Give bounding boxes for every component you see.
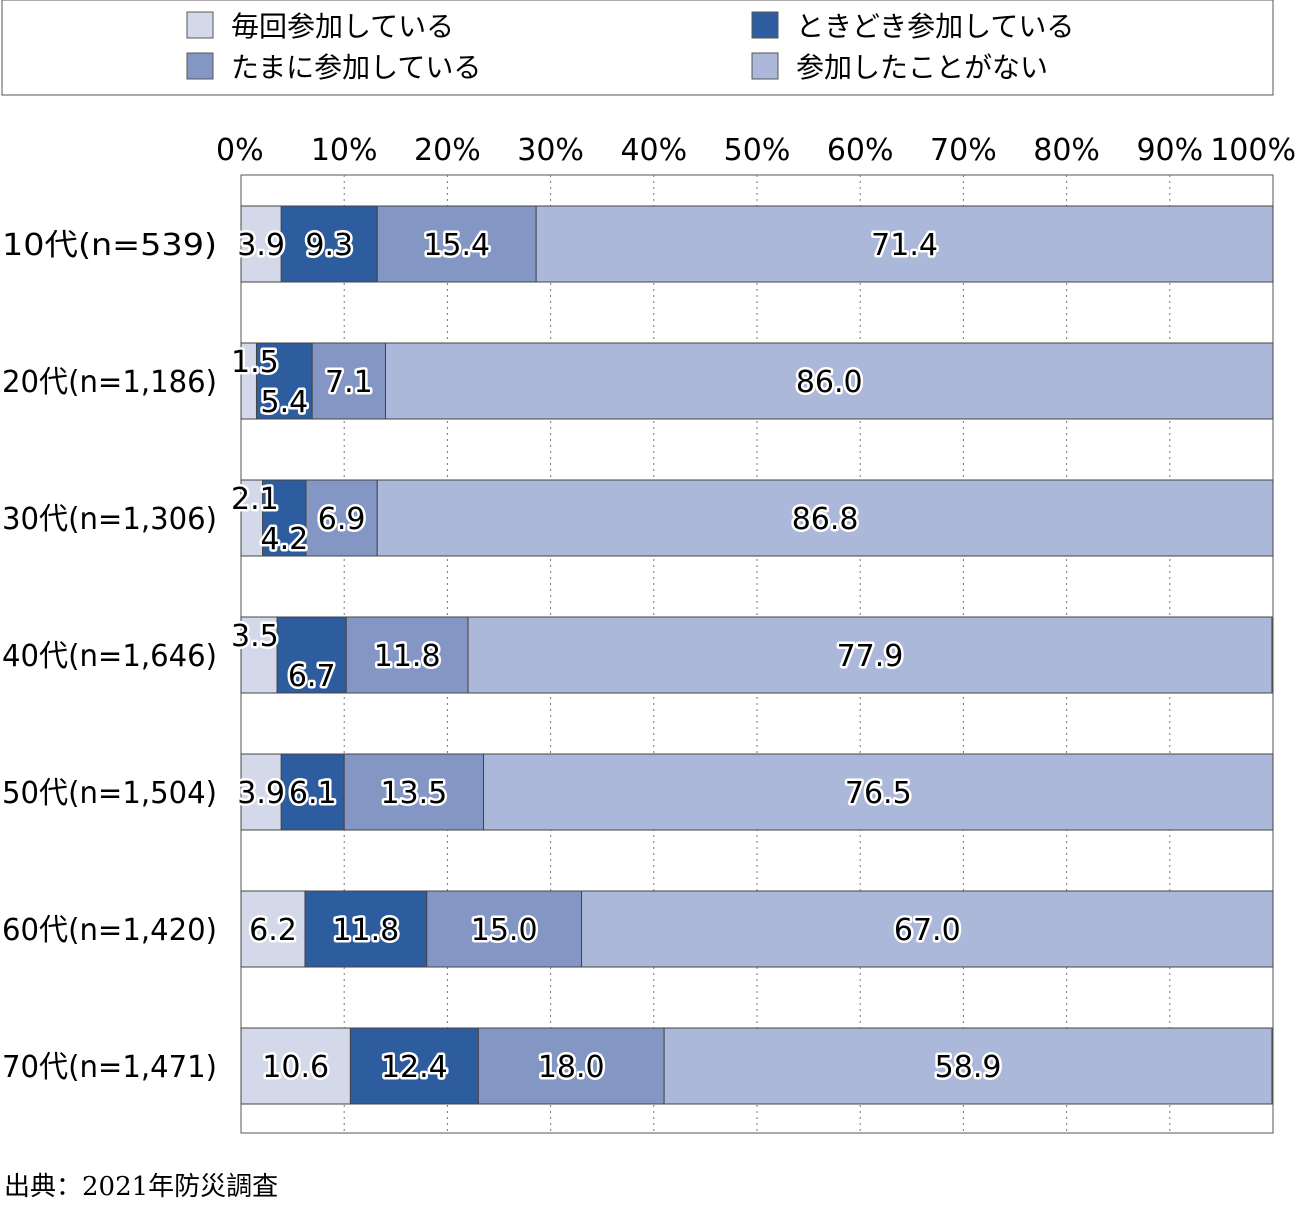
data-label: 3.9	[237, 776, 285, 811]
x-tick-label: 60%	[827, 133, 894, 168]
data-label: 71.4	[871, 228, 938, 263]
bar-segment	[345, 616, 469, 694]
bar-segment	[305, 479, 378, 557]
bar-segment	[240, 205, 282, 283]
bar-segment	[535, 205, 1274, 283]
x-tick-label: 10%	[311, 133, 378, 168]
bar-segment	[255, 342, 313, 420]
legend-swatch	[186, 52, 214, 80]
data-label: 6.9	[318, 502, 366, 537]
data-label: 15.0	[471, 913, 538, 948]
legend-swatch	[751, 11, 779, 39]
x-tick-label: 80%	[1033, 133, 1100, 168]
bar-segment	[467, 616, 1273, 694]
legend-swatch	[751, 52, 779, 80]
data-label: 58.9	[935, 1050, 1002, 1085]
category-label: 50代(n=1,504)	[2, 776, 217, 811]
data-label: 86.0	[796, 365, 863, 400]
bar-segment	[483, 753, 1274, 831]
data-label: 15.4	[423, 228, 490, 263]
data-label: 9.3	[305, 228, 353, 263]
data-label: 4.2	[260, 522, 308, 557]
data-label: 3.5	[231, 619, 279, 654]
bar-segment	[349, 1027, 479, 1105]
data-label: 76.5	[845, 776, 912, 811]
legend-label: 参加したことがない	[796, 51, 1048, 84]
data-label: 12.4	[381, 1050, 448, 1085]
data-label: 2.1	[231, 482, 279, 517]
x-tick-label: 0%	[216, 133, 264, 168]
data-label: 1.5	[231, 345, 279, 380]
data-label: 6.7	[288, 659, 336, 694]
data-label: 6.1	[289, 776, 337, 811]
data-label: 11.8	[374, 639, 441, 674]
category-label: 20代(n=1,186)	[2, 365, 217, 400]
x-tick-label: 30%	[517, 133, 584, 168]
x-tick-label: 40%	[620, 133, 687, 168]
bar-segment	[343, 753, 485, 831]
data-label: 11.8	[332, 913, 399, 948]
data-label: 6.2	[249, 913, 297, 948]
bar-segment	[376, 479, 1274, 557]
bar-segment	[376, 205, 537, 283]
data-label: 77.9	[837, 639, 904, 674]
bar-segment	[240, 753, 282, 831]
bar-segment	[240, 890, 306, 968]
legend-label: 毎回参加している	[231, 10, 454, 43]
data-label: 13.5	[380, 776, 447, 811]
bar-segment	[240, 1027, 351, 1105]
data-label: 7.1	[325, 365, 373, 400]
legend-box	[1, 0, 1274, 96]
x-tick-label: 50%	[724, 133, 791, 168]
bar-segment	[311, 342, 386, 420]
legend-swatch	[186, 11, 214, 39]
source-note: 出典：2021年防災調査	[4, 1172, 279, 1202]
category-label: 70代(n=1,471)	[2, 1050, 217, 1085]
x-tick-label: 70%	[930, 133, 997, 168]
bar-segment	[426, 890, 583, 968]
bar-segment	[280, 205, 378, 283]
category-label: 10代(n=539)	[2, 228, 217, 263]
data-label: 3.9	[237, 228, 285, 263]
data-label: 10.6	[262, 1050, 329, 1085]
x-tick-label: 90%	[1136, 133, 1203, 168]
data-label: 5.4	[260, 385, 308, 420]
x-tick-label: 20%	[414, 133, 481, 168]
legend-label: たまに参加している	[231, 51, 481, 84]
bar-segment	[280, 753, 345, 831]
bar-segment	[384, 342, 1274, 420]
bar-segment	[477, 1027, 665, 1105]
legend-label: ときどき参加している	[796, 10, 1074, 43]
bar-segment	[663, 1027, 1273, 1105]
bar-segment	[262, 479, 307, 557]
category-label: 60代(n=1,420)	[2, 913, 217, 948]
data-label: 67.0	[894, 913, 961, 948]
category-label: 30代(n=1,306)	[2, 502, 217, 537]
data-label: 18.0	[538, 1050, 605, 1085]
bar-segment	[276, 616, 347, 694]
category-label: 40代(n=1,646)	[2, 639, 217, 674]
bar-segment	[581, 890, 1274, 968]
data-label: 86.8	[792, 502, 859, 537]
x-tick-label: 100%	[1210, 133, 1296, 168]
